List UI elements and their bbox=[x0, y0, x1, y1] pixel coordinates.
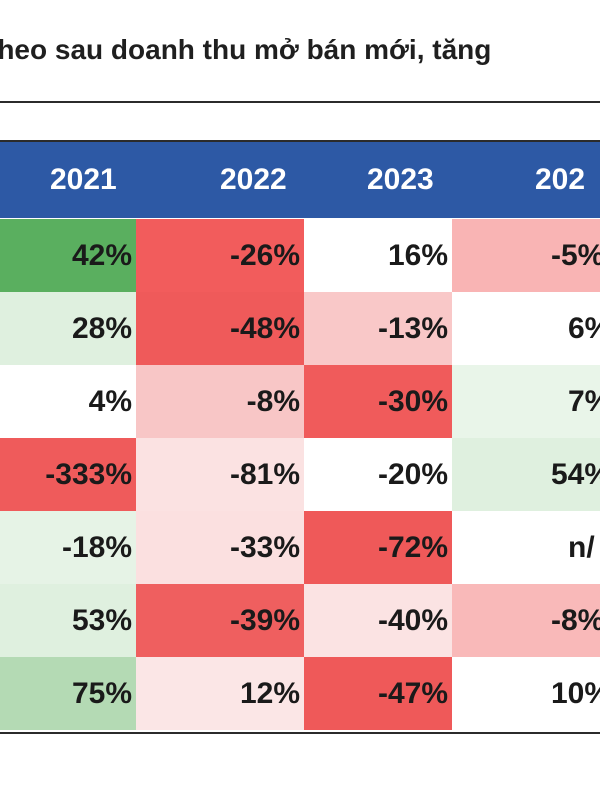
title-box: theo sau doanh thu mở bán mới, tăng bbox=[0, 0, 600, 103]
table-cell: 6% bbox=[452, 292, 600, 365]
table-cell: -26% bbox=[136, 219, 304, 292]
table-cell: -18% bbox=[0, 511, 136, 584]
table-cell: -13% bbox=[304, 292, 452, 365]
table-frame bbox=[0, 140, 600, 734]
header-2023: 2023 bbox=[367, 163, 434, 196]
table-cell: -8% bbox=[452, 584, 600, 657]
header-2021: 2021 bbox=[50, 163, 117, 196]
table-cell: -333% bbox=[0, 438, 136, 511]
table-cell: 75% bbox=[0, 657, 136, 730]
table-cell: -20% bbox=[304, 438, 452, 511]
header-2024: 202 bbox=[535, 163, 586, 196]
table-title: theo sau doanh thu mở bán mới, tăng bbox=[0, 34, 492, 65]
table-cell: 54% bbox=[452, 438, 600, 511]
table-cell: 28% bbox=[0, 292, 136, 365]
table-cell: 53% bbox=[0, 584, 136, 657]
table-cell: 42% bbox=[0, 219, 136, 292]
table-cell: -48% bbox=[136, 292, 304, 365]
table-cell: -39% bbox=[136, 584, 304, 657]
header-2022: 2022 bbox=[220, 163, 287, 196]
table-cell: 16% bbox=[304, 219, 452, 292]
table-cell: 10% bbox=[452, 657, 600, 730]
table-cell: -5% bbox=[452, 219, 600, 292]
table-cell: 4% bbox=[0, 365, 136, 438]
table-cell: -72% bbox=[304, 511, 452, 584]
table-cell: -8% bbox=[136, 365, 304, 438]
table-cell: n/ bbox=[452, 511, 600, 584]
table-cell: -40% bbox=[304, 584, 452, 657]
table-cell: 7% bbox=[452, 365, 600, 438]
table-header-band bbox=[0, 142, 600, 218]
table-cell: 12% bbox=[136, 657, 304, 730]
table-cell: -81% bbox=[136, 438, 304, 511]
table-cell: -33% bbox=[136, 511, 304, 584]
table-cell: -47% bbox=[304, 657, 452, 730]
table-cell: -30% bbox=[304, 365, 452, 438]
